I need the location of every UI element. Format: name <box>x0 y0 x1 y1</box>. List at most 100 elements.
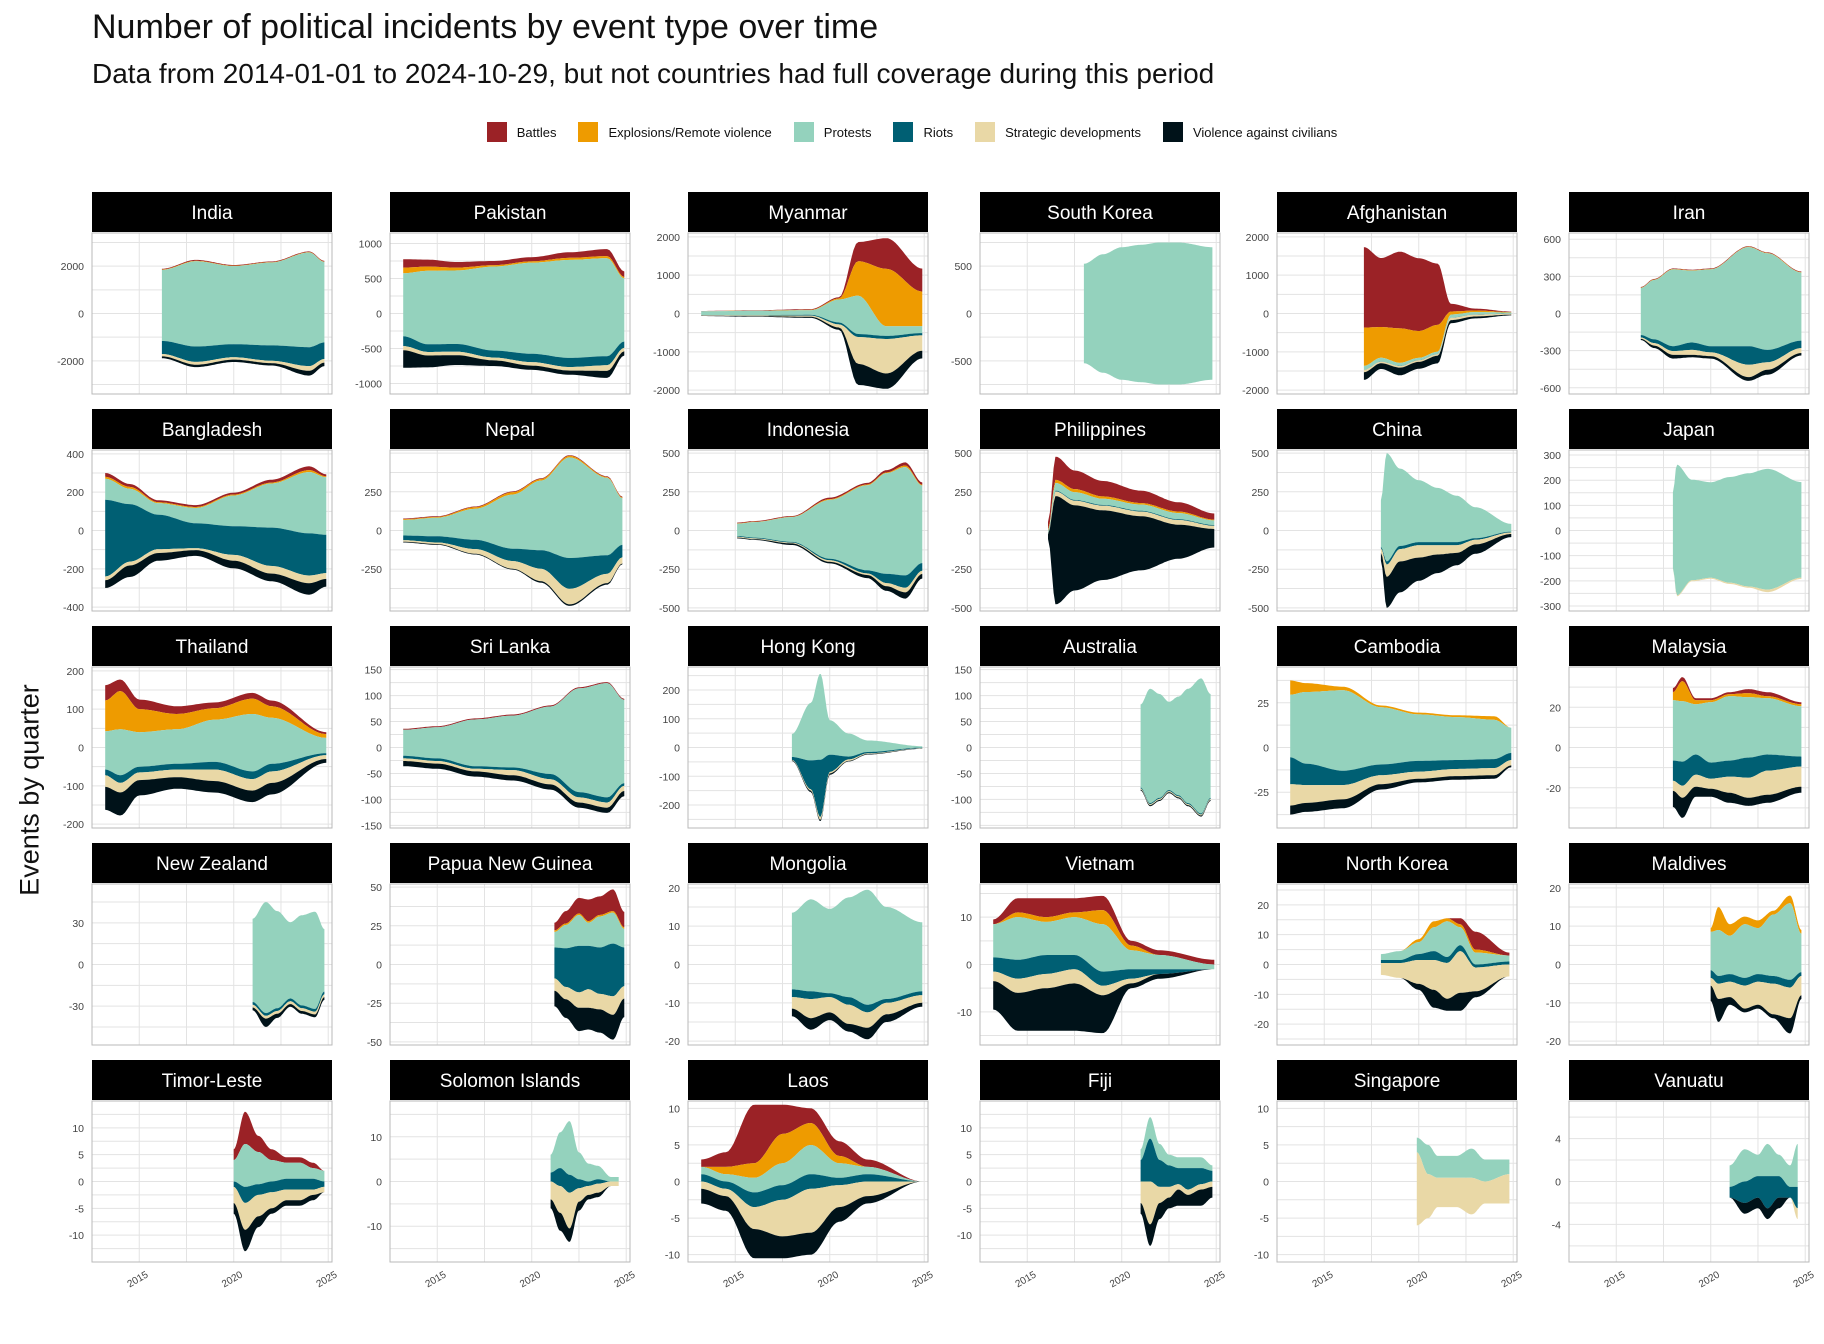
area-malaysia-riots <box>1672 754 1802 786</box>
ytick-australia: -50 <box>957 768 972 780</box>
ytick-myanmar: -2000 <box>653 385 680 397</box>
strip-label-iran: Iran <box>1673 203 1706 224</box>
panel-north-korea: North Korea -20 -10 0 10 20 <box>1254 843 1518 1046</box>
area-indonesia-protests <box>737 467 923 576</box>
strip-label-cambodia: Cambodia <box>1354 637 1441 658</box>
ytick-philippines: 250 <box>954 487 972 499</box>
area-myanmar-riots <box>701 314 923 339</box>
ytick-solomon-islands: -10 <box>367 1221 382 1233</box>
ytick-timor-leste: -5 <box>75 1203 84 1215</box>
strip-label-papua-new-guinea: Papua New Guinea <box>428 854 593 875</box>
xtick-timor-leste: 2025 <box>315 1269 340 1290</box>
legend-label-explosions: Explosions/Remote violence <box>608 124 772 140</box>
strip-label-bangladesh: Bangladesh <box>162 420 262 441</box>
ytick-philippines: -250 <box>951 564 972 576</box>
ytick-vanuatu: 0 <box>1555 1177 1561 1189</box>
strip-label-pakistan: Pakistan <box>474 203 547 224</box>
xtick-singapore: 2015 <box>1311 1269 1336 1290</box>
ytick-nepal: 0 <box>376 526 382 538</box>
area-cambodia-violence-against-civilians <box>1290 765 1512 815</box>
area-malaysia-protests <box>1672 696 1802 763</box>
ytick-japan: 300 <box>1543 450 1561 462</box>
ytick-bangladesh: -400 <box>63 602 84 614</box>
chart-subtitle: Data from 2014-01-01 to 2024-10-29, but … <box>92 58 1215 89</box>
ytick-south-korea: 0 <box>966 309 972 321</box>
area-indonesia-explosions-remote-violence <box>737 465 923 524</box>
strip-afghanistan <box>1277 192 1517 232</box>
area-maldives-protests <box>1710 903 1802 980</box>
strip-label-japan: Japan <box>1663 420 1715 441</box>
ytick-solomon-islands: 0 <box>376 1177 382 1189</box>
ytick-indonesia: 500 <box>662 448 680 460</box>
area-south-korea-protests <box>1083 242 1213 385</box>
strip-label-maldives: Maldives <box>1652 854 1727 875</box>
strip-vietnam <box>980 843 1220 883</box>
areas-maldives <box>1710 895 1802 1034</box>
ytick-sri-lanka: 0 <box>376 743 382 755</box>
strip-label-timor-leste: Timor-Leste <box>162 1071 263 1092</box>
areas-china <box>1380 453 1512 608</box>
area-vietnam-explosions-remote-violence <box>993 910 1215 965</box>
area-pakistan-strategic-developments <box>403 346 625 371</box>
area-vanuatu-protests <box>1729 1143 1798 1187</box>
strip-vanuatu <box>1569 1060 1809 1100</box>
ytick-japan: 200 <box>1543 475 1561 487</box>
panel-australia: Australia -150 -100 -50 0 50 100 150 <box>951 626 1221 832</box>
ytick-afghanistan: 1000 <box>1246 270 1270 282</box>
area-new-zealand-violence-against-civilians <box>252 997 325 1027</box>
strip-philippines <box>980 409 1220 449</box>
area-thailand-violence-against-civilians <box>105 759 327 816</box>
ytick-bangladesh: 400 <box>66 449 84 461</box>
area-china-strategic-developments <box>1380 532 1512 577</box>
area-bangladesh-explosions-remote-violence <box>105 470 327 508</box>
ytick-mongolia: -20 <box>665 1036 680 1048</box>
areas-thailand <box>105 679 327 816</box>
areas-philippines <box>1048 456 1215 605</box>
areas-myanmar <box>701 238 923 389</box>
panel-frame-vietnam <box>979 883 1221 1046</box>
area-pakistan-protests <box>403 258 625 358</box>
areas-iran <box>1640 246 1802 381</box>
area-sri-lanka-violence-against-civilians <box>403 761 625 813</box>
legend-key-riots <box>893 122 914 142</box>
ytick-bangladesh: 0 <box>78 526 84 538</box>
xtick-laos: 2025 <box>911 1269 936 1290</box>
area-china-violence-against-civilians <box>1380 534 1512 608</box>
area-afghanistan-battles <box>1363 247 1512 331</box>
area-india-riots <box>161 341 325 367</box>
panel-frame-papua-new-guinea <box>389 883 631 1046</box>
area-solomon-islands-strategic-developments <box>550 1181 619 1229</box>
panel-frame-china <box>1276 449 1518 612</box>
panel-frame-hong-kong <box>687 666 929 829</box>
legend-key-battles <box>486 122 507 142</box>
ytick-china: 250 <box>1251 487 1269 499</box>
area-india-explosions-remote-violence <box>161 252 325 270</box>
ytick-fiji: 5 <box>966 1150 972 1162</box>
areas-mongolia <box>791 889 923 1040</box>
strip-solomon-islands <box>390 1060 630 1100</box>
ytick-fiji: 0 <box>966 1177 972 1189</box>
ytick-timor-leste: 0 <box>78 1177 84 1189</box>
xtick-singapore: 2020 <box>1405 1269 1430 1290</box>
xtick-vanuatu: 2020 <box>1697 1269 1722 1290</box>
ytick-iran: 300 <box>1543 271 1561 283</box>
area-papua-new-guinea-protests <box>554 912 625 949</box>
strip-india <box>92 192 332 232</box>
area-papua-new-guinea-violence-against-civilians <box>554 990 625 1040</box>
ytick-philippines: 0 <box>966 526 972 538</box>
areas-vanuatu <box>1729 1143 1798 1220</box>
ytick-north-korea: -10 <box>1254 989 1269 1001</box>
strip-label-afghanistan: Afghanistan <box>1347 203 1447 224</box>
areas-india <box>161 251 325 376</box>
area-vanuatu-violence-against-civilians <box>1729 1197 1798 1220</box>
xtick-fiji: 2015 <box>1014 1269 1039 1290</box>
strip-new-zealand <box>92 843 332 883</box>
strip-australia <box>980 626 1220 666</box>
chart-title: Number of political incidents by event t… <box>92 8 879 46</box>
area-laos-strategic-developments <box>701 1181 923 1237</box>
legend-item-battles: Battles <box>486 122 556 142</box>
areas-solomon-islands <box>550 1121 619 1242</box>
ytick-mongolia: 20 <box>668 883 680 895</box>
strip-label-vanuatu: Vanuatu <box>1654 1071 1723 1092</box>
